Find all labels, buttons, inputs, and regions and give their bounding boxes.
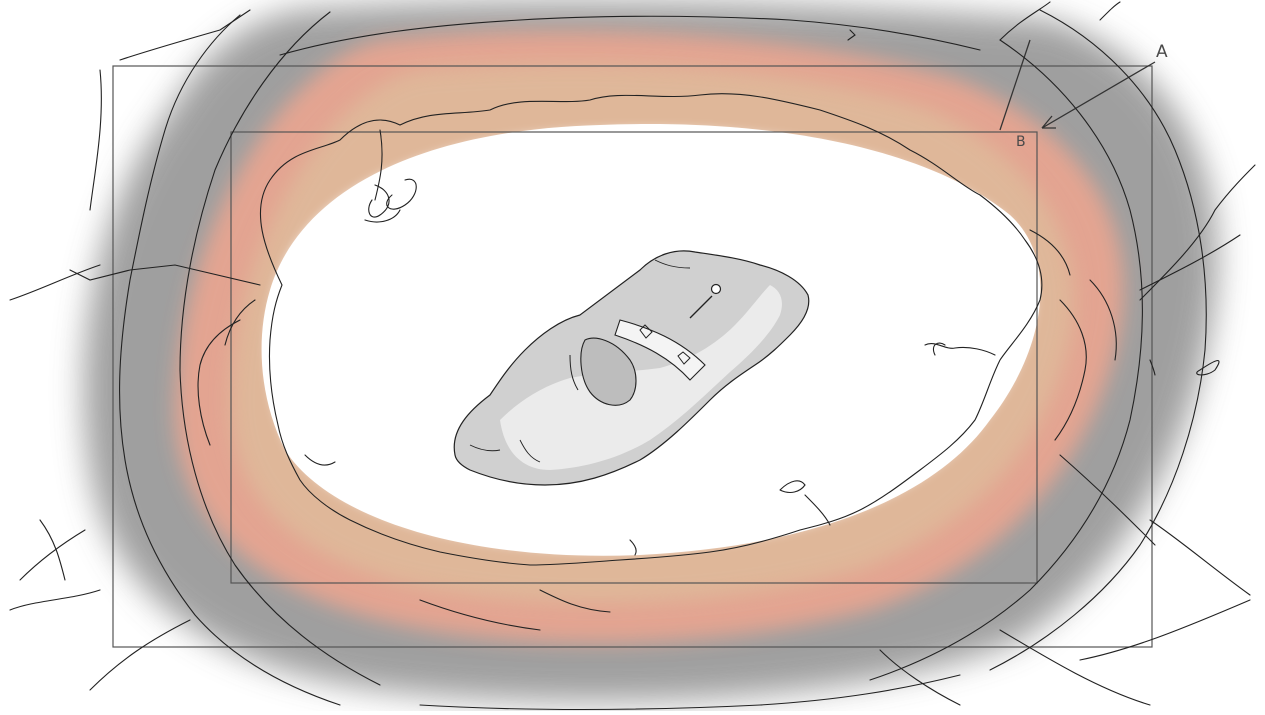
- frame-label-b: B: [1016, 134, 1026, 150]
- frame-pointers: [999, 39, 1156, 131]
- frame-b-rect: [230, 131, 1038, 584]
- frame-a-rect: [112, 65, 1153, 648]
- ship-hatch: [580, 337, 637, 406]
- ship-antenna: [689, 295, 713, 319]
- camera-frames: [112, 65, 1153, 648]
- ink-lines: [9, 1, 1256, 711]
- ship-antenna-tip: [710, 283, 722, 295]
- ship-sketch: [453, 250, 810, 486]
- frame-label-a: A: [1156, 42, 1168, 62]
- ship-highlight: [500, 285, 782, 470]
